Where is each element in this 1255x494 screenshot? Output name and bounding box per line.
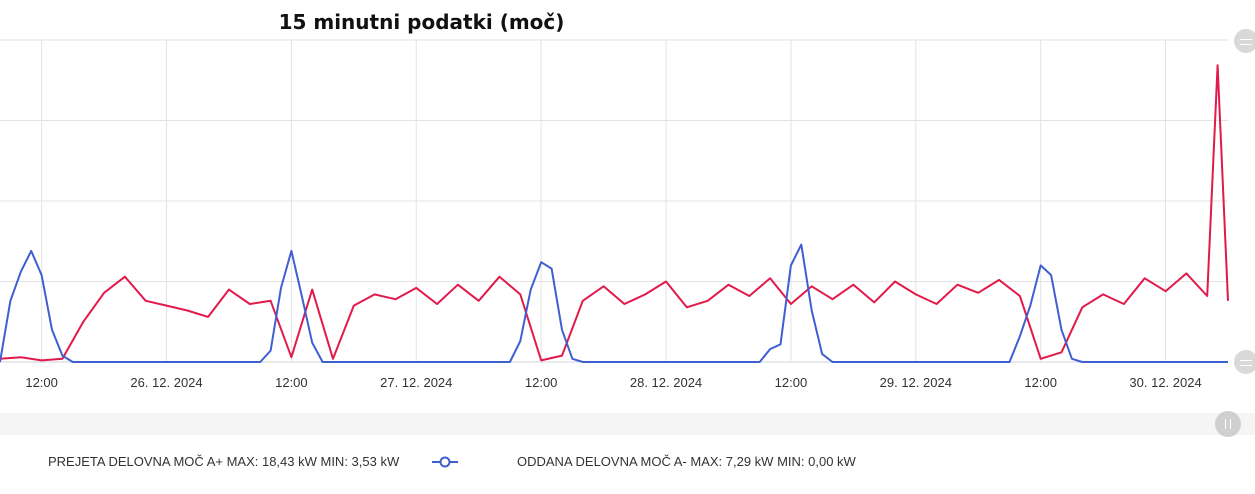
line-chart: 12:00 26. 12. 2024 12:00 27. 12. 2024 12:00 2… [0,39,1229,390]
legend-marker-series-1[interactable] [432,455,458,469]
scrollbar-thumb[interactable] [1215,411,1241,437]
chart-title: 15 minutni podatki (moč) [278,10,565,34]
zoom-handle-bottom[interactable] [1234,350,1255,374]
series-layer [0,64,1229,363]
legend-item-series-0[interactable]: PREJETA DELOVNA MOČ A+ MAX: 18,43 kW MIN… [48,454,399,469]
x-tick-label: 12:00 [775,375,808,390]
x-tick-label: 27. 12. 2024 [380,375,452,390]
gridlines [0,39,1228,363]
legend-label-series-0: PREJETA DELOVNA MOČ A+ MAX: 18,43 kW MIN… [48,454,400,469]
scrollbar-track[interactable] [0,413,1255,435]
x-tick-label: 12:00 [1024,375,1057,390]
x-axis-ticks: 12:00 26. 12. 2024 12:00 27. 12. 2024 12:00 2… [25,375,1201,390]
x-tick-label: 30. 12. 2024 [1129,375,1201,390]
zoom-handle-top[interactable] [1234,29,1255,53]
x-tick-label: 28. 12. 2024 [630,375,702,390]
x-tick-label: 12:00 [275,375,308,390]
x-tick-label: 12:00 [525,375,558,390]
series-line-1[interactable] [0,243,1228,363]
legend-item-series-1[interactable]: ODDANA DELOVNA MOČ A- MAX: 7,29 kW MIN: … [517,454,856,469]
x-tick-label: 26. 12. 2024 [130,375,202,390]
x-tick-label: 12:00 [25,375,58,390]
x-tick-label: 29. 12. 2024 [880,375,952,390]
series-line-0[interactable] [0,64,1229,362]
legend-label-series-1: ODDANA DELOVNA MOČ A- MAX: 7,29 kW MIN: … [517,454,856,469]
